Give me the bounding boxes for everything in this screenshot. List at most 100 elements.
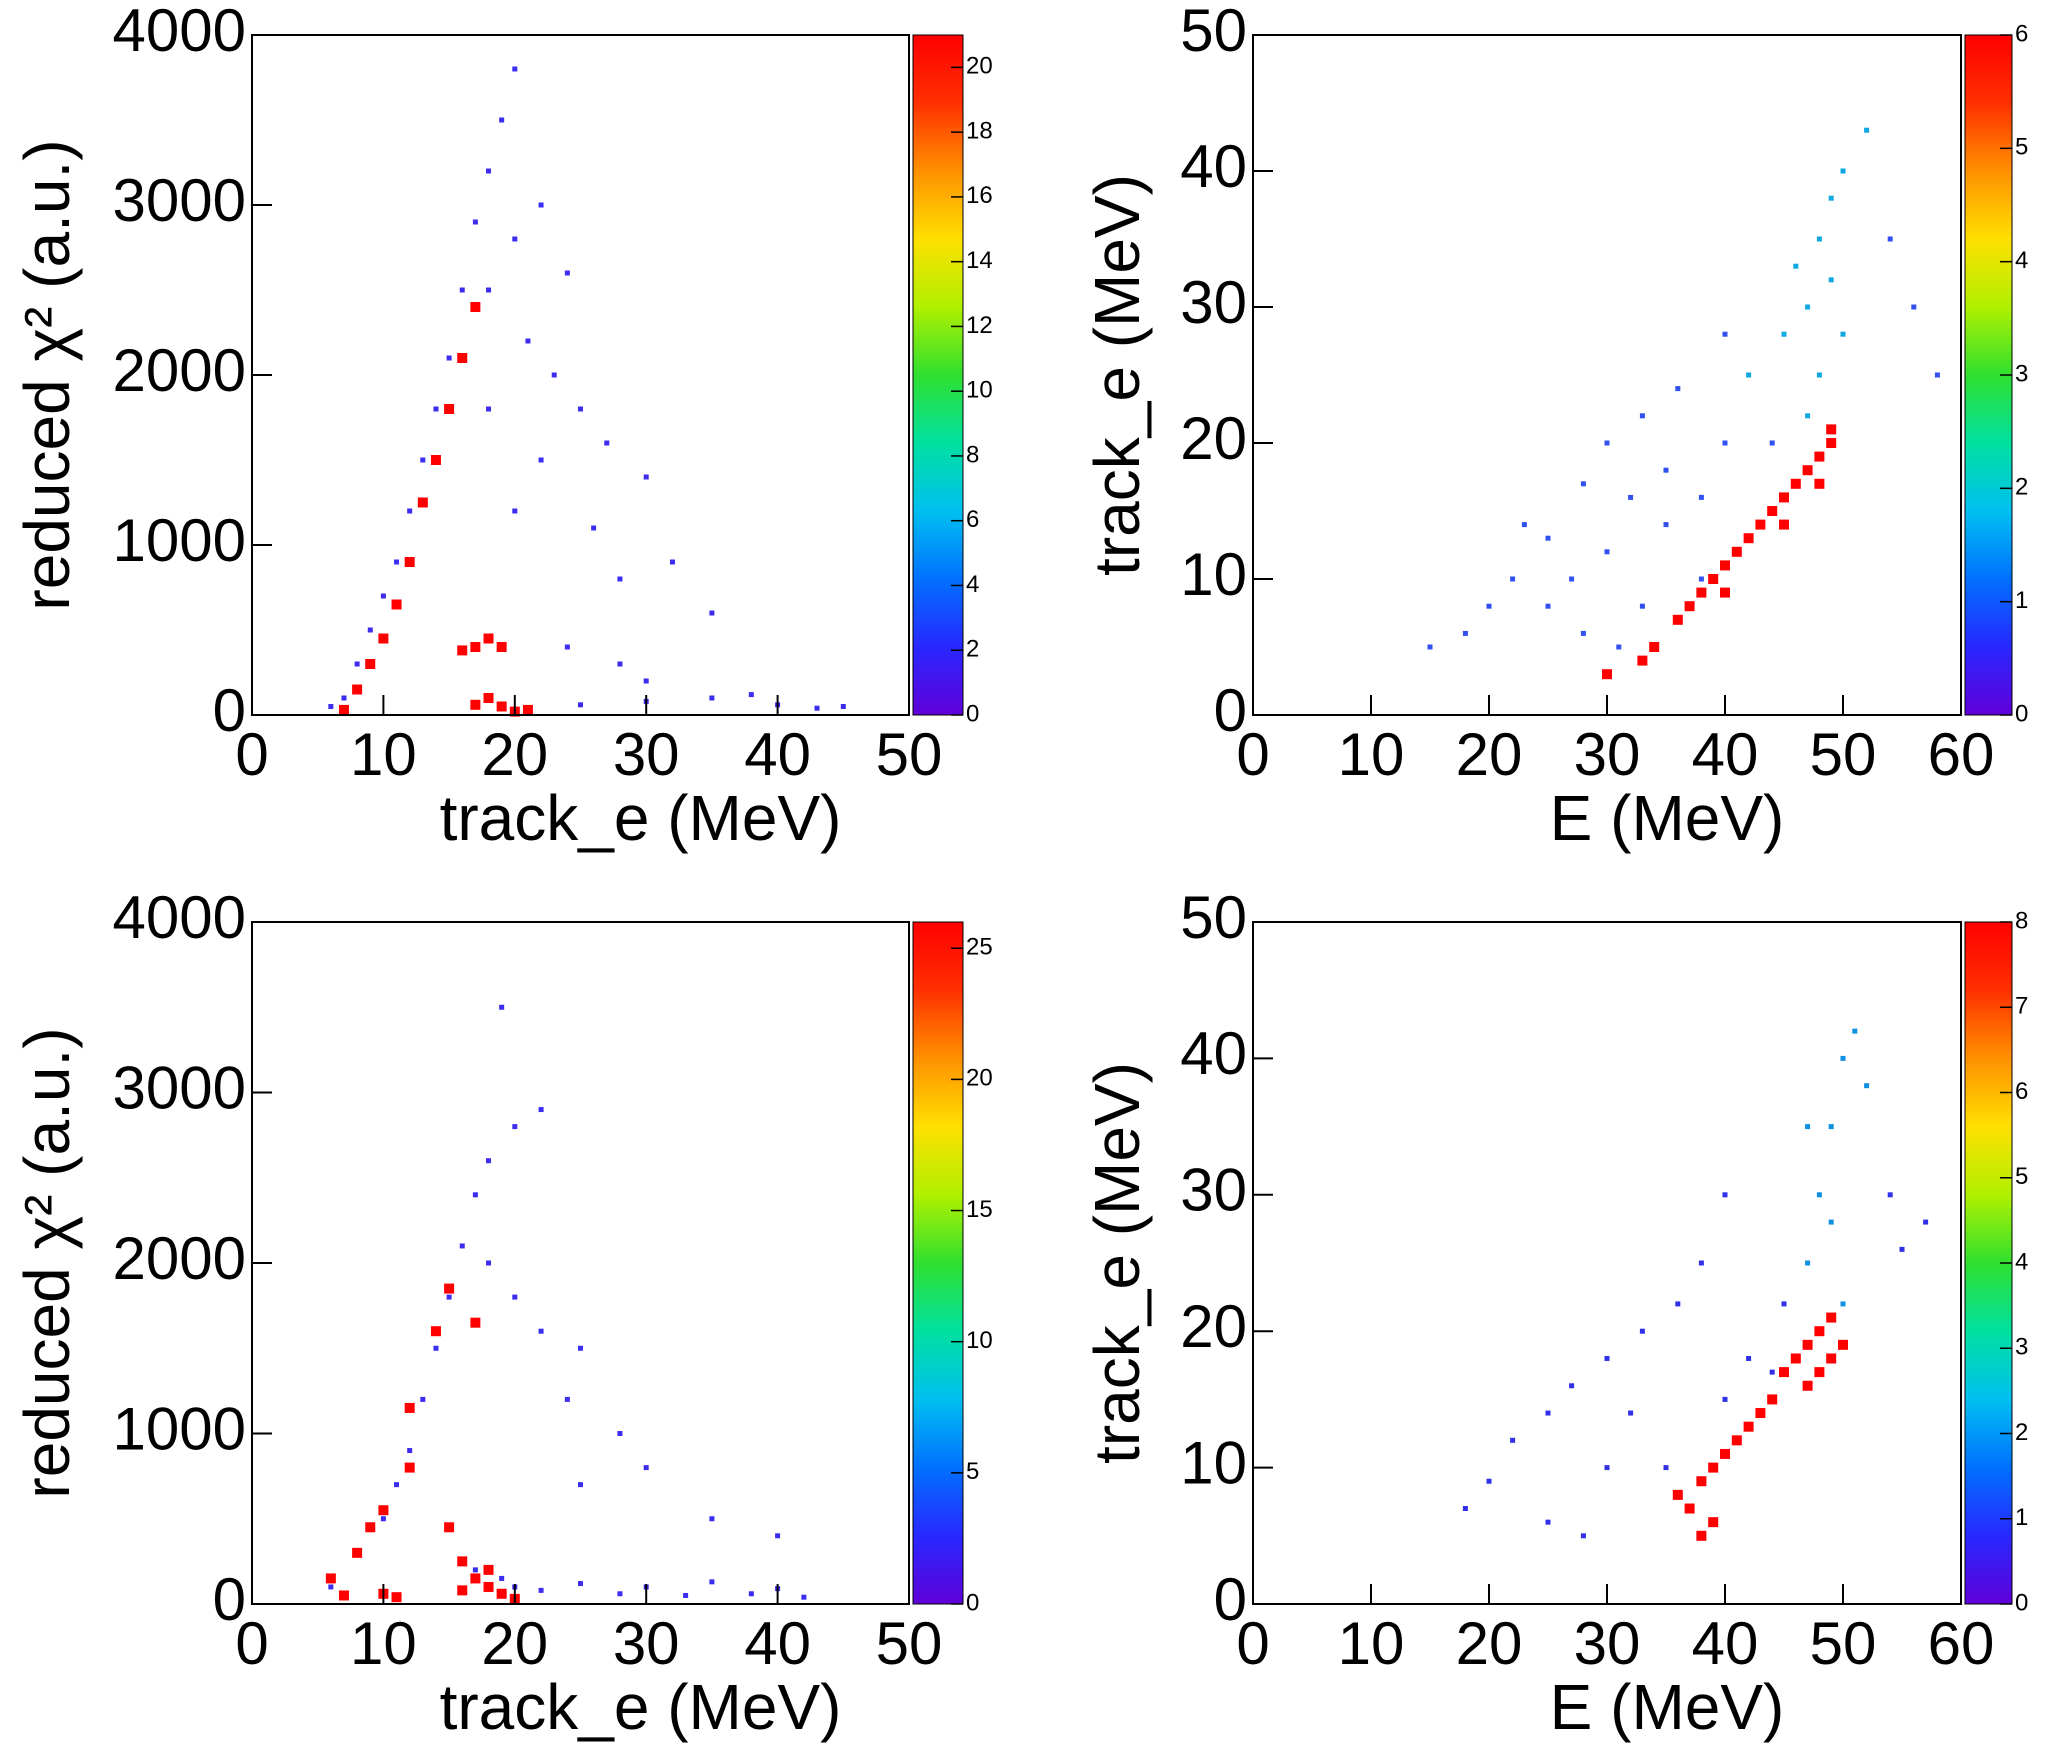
point [1604, 549, 1610, 555]
point [1781, 1301, 1787, 1307]
y-tick-label: 50 [1180, 884, 1247, 951]
point [1510, 1437, 1516, 1443]
y-tick-label: 20 [1180, 405, 1247, 472]
point [748, 692, 754, 698]
x-tick-label: 30 [1574, 1610, 1641, 1677]
y-axis-title: reduced χ² (a.u.) [11, 139, 83, 610]
point [483, 633, 494, 644]
point [1510, 576, 1516, 582]
point [496, 701, 507, 712]
point [1838, 1339, 1848, 1350]
point [1569, 576, 1575, 582]
point [1779, 1367, 1789, 1378]
point [578, 406, 583, 412]
point [578, 702, 583, 708]
point [1887, 236, 1893, 242]
point [457, 645, 468, 656]
point [1840, 168, 1846, 174]
point [1698, 576, 1704, 582]
point [1708, 1517, 1719, 1528]
point [430, 1326, 441, 1337]
y-tick-label: 30 [1180, 269, 1247, 336]
point [1816, 1192, 1822, 1198]
point [1649, 642, 1660, 652]
point [394, 1482, 400, 1488]
point [391, 1592, 402, 1603]
point [354, 661, 360, 667]
point [1696, 1476, 1707, 1487]
x-axis-title: E (MeV) [1550, 782, 1785, 854]
point [483, 1581, 494, 1592]
point [1722, 1396, 1728, 1402]
y-tick-label: 4000 [113, 0, 246, 64]
point [1755, 519, 1766, 530]
point [1816, 372, 1822, 378]
colorbar-tick-label: 16 [966, 182, 993, 209]
point [1814, 478, 1825, 489]
point [496, 1588, 507, 1599]
point [538, 1107, 544, 1113]
y-tick-label: 2000 [113, 1225, 246, 1292]
point [1639, 1328, 1645, 1334]
x-tick-label: 20 [1456, 1610, 1523, 1677]
point [1696, 587, 1707, 598]
colorbar-tick-label: 1 [2015, 587, 2028, 614]
point [404, 1402, 415, 1413]
point [512, 508, 518, 514]
y-tick-label: 50 [1180, 0, 1247, 64]
point [404, 557, 415, 567]
point [407, 1448, 413, 1454]
colorbar-tick-label: 0 [966, 700, 979, 727]
point [748, 1591, 754, 1597]
colorbar-tick-label: 8 [2015, 907, 2028, 934]
colorbar-tick-label: 6 [966, 506, 979, 533]
x-tick-label: 10 [1338, 1610, 1405, 1677]
point [617, 1431, 623, 1436]
point [1805, 1260, 1811, 1266]
point [1663, 467, 1669, 473]
point [643, 678, 649, 684]
point [564, 1396, 570, 1402]
colorbar-tick-label: 15 [966, 1196, 993, 1223]
point [512, 236, 518, 242]
point [538, 457, 544, 463]
point [1602, 669, 1612, 680]
point [1637, 655, 1648, 666]
point [430, 455, 441, 465]
point [1698, 1260, 1704, 1266]
point [486, 168, 492, 174]
point [1545, 1410, 1551, 1416]
point [325, 1573, 336, 1584]
point [1675, 1301, 1681, 1307]
point [470, 699, 481, 710]
x-tick-label: 30 [613, 721, 680, 788]
point [1675, 386, 1681, 392]
point [444, 404, 455, 414]
x-tick-label: 0 [1236, 1610, 1269, 1677]
y-tick-label: 10 [1180, 541, 1247, 608]
point [367, 627, 373, 633]
colorbar-tick-label: 5 [966, 1458, 979, 1485]
plot-frame [251, 921, 910, 1605]
point [457, 1556, 468, 1567]
point [1814, 451, 1825, 462]
point [1887, 1192, 1893, 1198]
x-tick-label: 50 [1810, 721, 1877, 788]
point [669, 559, 675, 565]
point [1779, 492, 1789, 503]
colorbar-tick-label: 5 [2015, 134, 2028, 161]
x-tick-label: 0 [235, 721, 268, 788]
colorbar-tick-label: 0 [2015, 1589, 2028, 1616]
point [512, 1124, 518, 1130]
point [840, 704, 846, 709]
point [470, 1573, 481, 1584]
point [1708, 1462, 1719, 1473]
point [341, 695, 347, 701]
point [472, 1567, 478, 1573]
point [499, 1004, 505, 1010]
y-tick-label: 1000 [113, 507, 246, 574]
point [457, 353, 468, 363]
point [1911, 304, 1917, 310]
colorbar-tick-label: 4 [966, 571, 979, 598]
point [1427, 644, 1433, 650]
